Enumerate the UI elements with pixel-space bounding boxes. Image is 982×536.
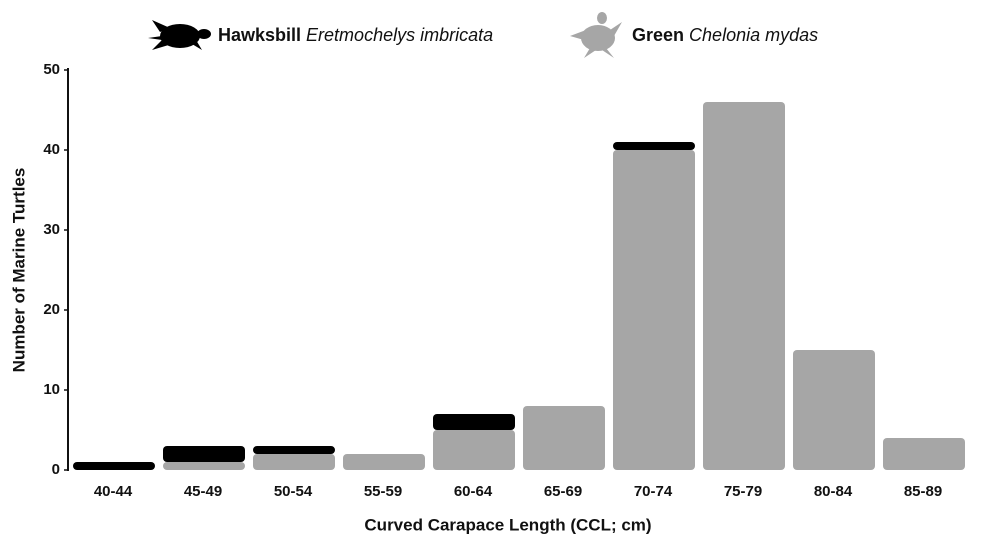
x-tick-label: 55-59 bbox=[364, 483, 402, 500]
legend-name: Hawksbill bbox=[218, 25, 301, 45]
bar-segment bbox=[343, 454, 425, 470]
bar-segment bbox=[163, 462, 245, 470]
bar-segment bbox=[523, 406, 605, 470]
bar-segment bbox=[73, 462, 155, 470]
y-tick-label: 20 bbox=[43, 301, 60, 318]
y-tick-label: 40 bbox=[43, 141, 60, 158]
bar-segment bbox=[253, 454, 335, 470]
bar-segment bbox=[883, 438, 965, 470]
legend-label: Green Chelonia mydas bbox=[632, 25, 818, 45]
bar-segment bbox=[793, 350, 875, 470]
y-tick-label: 50 bbox=[43, 61, 60, 78]
bar-segment bbox=[613, 150, 695, 470]
x-tick-label: 75-79 bbox=[724, 483, 762, 500]
legend-scientific-name: Chelonia mydas bbox=[689, 25, 818, 45]
legend-scientific-name: Eretmochelys imbricata bbox=[306, 25, 493, 45]
y-axis-title: Number of Marine Turtles bbox=[9, 168, 28, 373]
x-axis-title: Curved Carapace Length (CCL; cm) bbox=[364, 515, 651, 534]
x-tick-label: 70-74 bbox=[634, 483, 673, 500]
x-tick-label: 45-49 bbox=[184, 483, 222, 500]
hawksbill-icon bbox=[148, 20, 211, 50]
x-tick-label: 80-84 bbox=[814, 483, 853, 500]
y-tick-label: 0 bbox=[52, 461, 60, 478]
legend-label: Hawksbill Eretmochelys imbricata bbox=[218, 25, 493, 45]
x-tick-label: 60-64 bbox=[454, 483, 493, 500]
bar-segment bbox=[253, 446, 335, 454]
bar-segment bbox=[703, 102, 785, 470]
y-tick-label: 10 bbox=[43, 381, 60, 398]
x-tick-label: 40-44 bbox=[94, 483, 133, 500]
bar-segment bbox=[433, 414, 515, 430]
x-tick-label: 50-54 bbox=[274, 483, 313, 500]
y-tick-label: 30 bbox=[43, 221, 60, 238]
bar-segment bbox=[163, 446, 245, 462]
bar-segment bbox=[433, 430, 515, 470]
x-tick-label: 85-89 bbox=[904, 483, 942, 500]
bar-segment bbox=[613, 142, 695, 150]
legend-name: Green bbox=[632, 25, 684, 45]
x-tick-label: 65-69 bbox=[544, 483, 582, 500]
green-icon bbox=[570, 12, 622, 58]
legend: Hawksbill Eretmochelys imbricata Green C… bbox=[148, 12, 818, 58]
